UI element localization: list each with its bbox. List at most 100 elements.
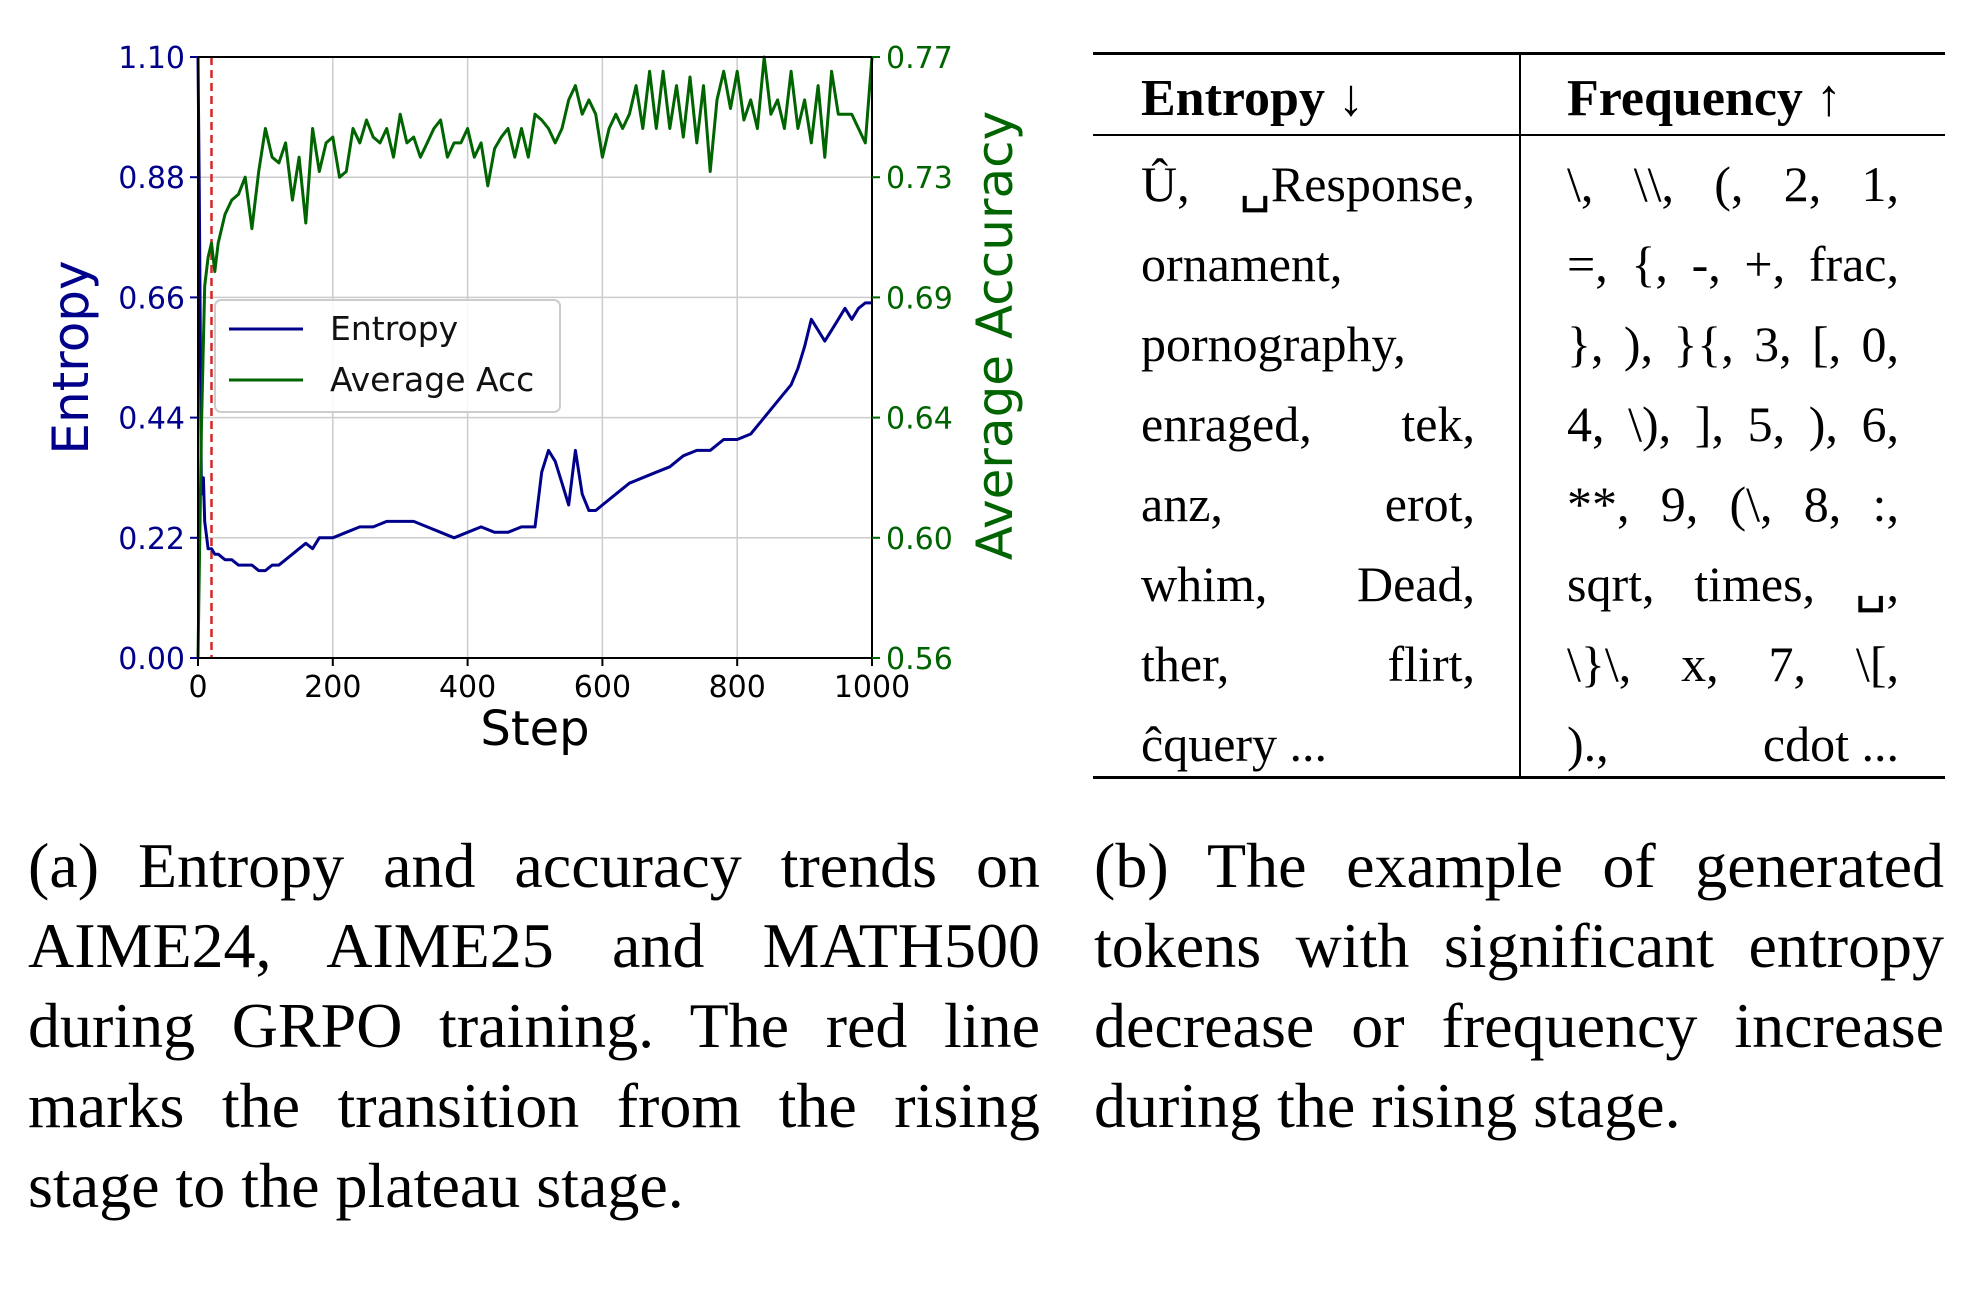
- token: \[,: [1855, 636, 1899, 692]
- series-line-entropy: [196, 56, 872, 573]
- y-tick-label-right: 0.69: [886, 281, 953, 316]
- token: }{,: [1673, 316, 1734, 372]
- token: 7,: [1768, 636, 1807, 692]
- token: 5,: [1747, 396, 1786, 452]
- token: =,: [1567, 236, 1608, 292]
- token: \,: [1567, 156, 1594, 212]
- token-line: pornography,: [1141, 304, 1475, 384]
- token-line: ther, flirt,: [1141, 624, 1475, 704]
- token: :,: [1872, 476, 1899, 532]
- token: ),: [1623, 316, 1653, 372]
- token: +,: [1744, 236, 1786, 292]
- token: frac,: [1808, 236, 1899, 292]
- token-line: ĉquery ...: [1141, 704, 1475, 784]
- token-line: Û, ␣Response,: [1141, 144, 1475, 224]
- legend-label-entropy: Entropy: [330, 309, 458, 348]
- y-axis-label-right: Average Accuracy: [966, 111, 1024, 561]
- token: whim,: [1141, 556, 1268, 612]
- token-line: =, {, -, +, frac,: [1567, 224, 1899, 304]
- token: 4,: [1567, 396, 1605, 452]
- token: anz,: [1141, 476, 1223, 532]
- y-tick-label-left: 0.22: [118, 522, 185, 557]
- token: tek,: [1401, 396, 1475, 452]
- plot-frame: [197, 56, 873, 659]
- token: Dead,: [1357, 556, 1475, 612]
- token-line: **, 9, (\, 8,:,: [1567, 464, 1899, 544]
- token: pornography,: [1141, 316, 1406, 372]
- table-column-divider: [1519, 52, 1521, 779]
- token: \),: [1628, 396, 1672, 452]
- header-frequency: Frequency ↑: [1567, 70, 1842, 127]
- x-tick-label: 1000: [834, 670, 910, 705]
- x-tick-label: 600: [574, 670, 631, 705]
- token: -,: [1691, 236, 1721, 292]
- y-axis-label-left: Entropy: [42, 260, 100, 454]
- token: \}\,: [1567, 636, 1632, 692]
- token-line: 4, \),], 5,), 6,: [1567, 384, 1899, 464]
- y-tick-label-right: 0.60: [886, 522, 953, 557]
- token-line: )., cdot ...: [1567, 704, 1899, 784]
- token: enraged,: [1141, 396, 1312, 452]
- legend: Entropy Average Acc: [214, 299, 561, 413]
- x-tick-label: 800: [709, 670, 766, 705]
- token: flirt,: [1387, 636, 1475, 692]
- token: 0,: [1861, 316, 1899, 372]
- token: ).,: [1567, 716, 1609, 772]
- x-tick-label: 0: [188, 670, 207, 705]
- token: times,: [1694, 556, 1816, 612]
- x-axis-label: Step: [480, 701, 589, 757]
- x-tick-label: 400: [439, 670, 496, 705]
- frequency-token-column: \, \\, (, 2, 1, =, {, -, +, frac,},),}{, 3, [, 0, 4, \…: [1567, 144, 1899, 784]
- y-tick-label-right: 0.56: [886, 642, 953, 677]
- token-line: sqrt, times, ␣,: [1567, 544, 1899, 624]
- series-line-accuracy: [196, 55, 874, 659]
- token: sqrt,: [1567, 556, 1655, 612]
- token: {,: [1631, 236, 1668, 292]
- token: Û,: [1141, 156, 1190, 212]
- token: 8,: [1803, 476, 1842, 532]
- token-table: Entropy ↓ Frequency ↑ Û, ␣Response, orname…: [1093, 52, 1945, 779]
- token: },: [1567, 316, 1604, 372]
- y-tick-label-left: 1.10: [118, 41, 185, 76]
- y-tick-label-left: 0.00: [118, 642, 185, 677]
- token: x,: [1681, 636, 1719, 692]
- token: cdot ...: [1762, 716, 1899, 772]
- token: ␣,: [1854, 556, 1899, 612]
- y-tick-label-left: 0.66: [118, 281, 185, 316]
- token-line: \}\, x, 7, \[,: [1567, 624, 1899, 704]
- caption-b: (b) The example of generated tokens with…: [1094, 830, 1944, 1141]
- header-entropy: Entropy ↓: [1141, 70, 1364, 127]
- token: erot,: [1384, 476, 1475, 532]
- token: 9,: [1660, 476, 1699, 532]
- token: 2,: [1783, 156, 1822, 212]
- token-line: ornament,: [1141, 224, 1475, 304]
- token: (,: [1714, 156, 1744, 212]
- token: ornament,: [1141, 236, 1343, 292]
- tick-labels: 0 200 400 600 800 1000 0.00 0.22 0.44 0.66 0.88 1.1…: [118, 41, 953, 705]
- token: 3,: [1754, 316, 1792, 372]
- token: [,: [1811, 316, 1842, 372]
- y-tick-label-right: 0.77: [886, 41, 953, 76]
- token: ),: [1808, 396, 1838, 452]
- token-line: enraged, tek,: [1141, 384, 1475, 464]
- token-line: whim, Dead,: [1141, 544, 1475, 624]
- token-line: \, \\, (, 2, 1,: [1567, 144, 1899, 224]
- series-layer: [196, 55, 874, 659]
- x-tick-label: 200: [304, 670, 361, 705]
- token-line: anz, erot,: [1141, 464, 1475, 544]
- token: **,: [1567, 476, 1630, 532]
- token: (\,: [1729, 476, 1773, 532]
- token: \\,: [1633, 156, 1674, 212]
- entropy-token-column: Û, ␣Response, ornament, pornography, enraged…: [1141, 144, 1475, 784]
- entropy-accuracy-chart: 0 200 400 600 800 1000 0.00 0.22 0.44 0.66 0.88 1.1…: [42, 41, 1024, 757]
- token: ],: [1694, 396, 1724, 452]
- y-tick-label-right: 0.73: [886, 161, 953, 196]
- y-tick-label-left: 0.44: [118, 402, 185, 437]
- token: ĉquery ...: [1141, 716, 1328, 772]
- token-line: },), }{, 3, [, 0,: [1567, 304, 1899, 384]
- legend-label-accuracy: Average Acc: [330, 360, 534, 399]
- y-tick-label-right: 0.64: [886, 402, 953, 437]
- token: 6,: [1861, 396, 1899, 452]
- axes: [190, 56, 880, 666]
- token: ␣Response,: [1239, 156, 1475, 212]
